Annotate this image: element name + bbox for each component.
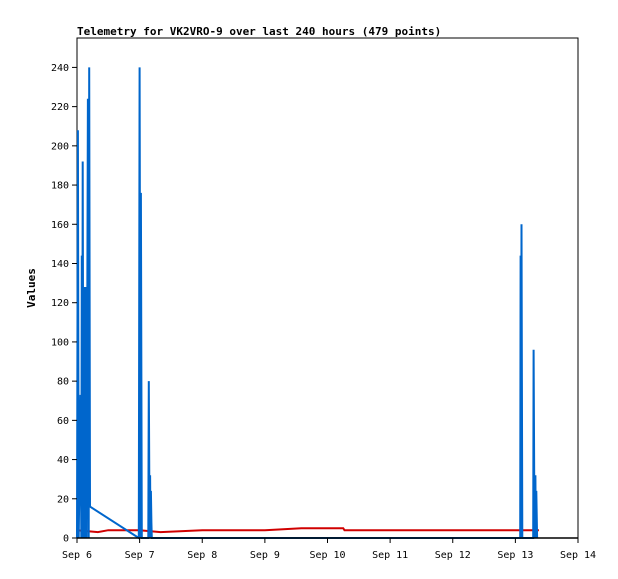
series-line-1 [76,527,539,534]
y-tick-label: 200 [51,141,69,152]
x-tick-label: Sep 14 [560,550,596,561]
y-tick-label: 120 [51,298,69,309]
y-tick-label: 60 [57,416,69,427]
y-tick-label: 0 [63,534,69,545]
chart-title: Telemetry for VK2VRO-9 over last 240 hou… [77,25,441,38]
y-tick-label: 140 [51,259,69,270]
x-axis: Sep 6 Sep 7 Sep 8 Sep 9 Sep 10 Sep 11 Sep 12 Se… [62,538,596,561]
x-tick-label: Sep 11 [372,550,408,561]
x-tick-label: Sep 6 [62,550,92,561]
x-tick-label: Sep 10 [309,550,345,561]
y-tick-label: 20 [57,494,69,505]
y-tick-label: 80 [57,377,69,388]
y-tick-label: 40 [57,455,69,466]
y-tick-label: 220 [51,102,69,113]
plot-frame [76,37,579,539]
y-tick-label: 100 [51,337,69,348]
y-tick-label: 180 [51,181,69,192]
x-tick-label: Sep 9 [250,550,280,561]
y-axis-label: Values [25,268,38,308]
x-tick-label: Sep 12 [435,550,471,561]
y-tick-label: 160 [51,220,69,231]
x-tick-label: Sep 8 [187,550,217,561]
x-tick-label: Sep 13 [497,550,533,561]
y-tick-label: 240 [51,63,69,74]
x-tick-label: Sep 7 [125,550,155,561]
y-axis: 0 20 40 60 80 100 120 140 160 180 200 220 240 [51,63,77,545]
